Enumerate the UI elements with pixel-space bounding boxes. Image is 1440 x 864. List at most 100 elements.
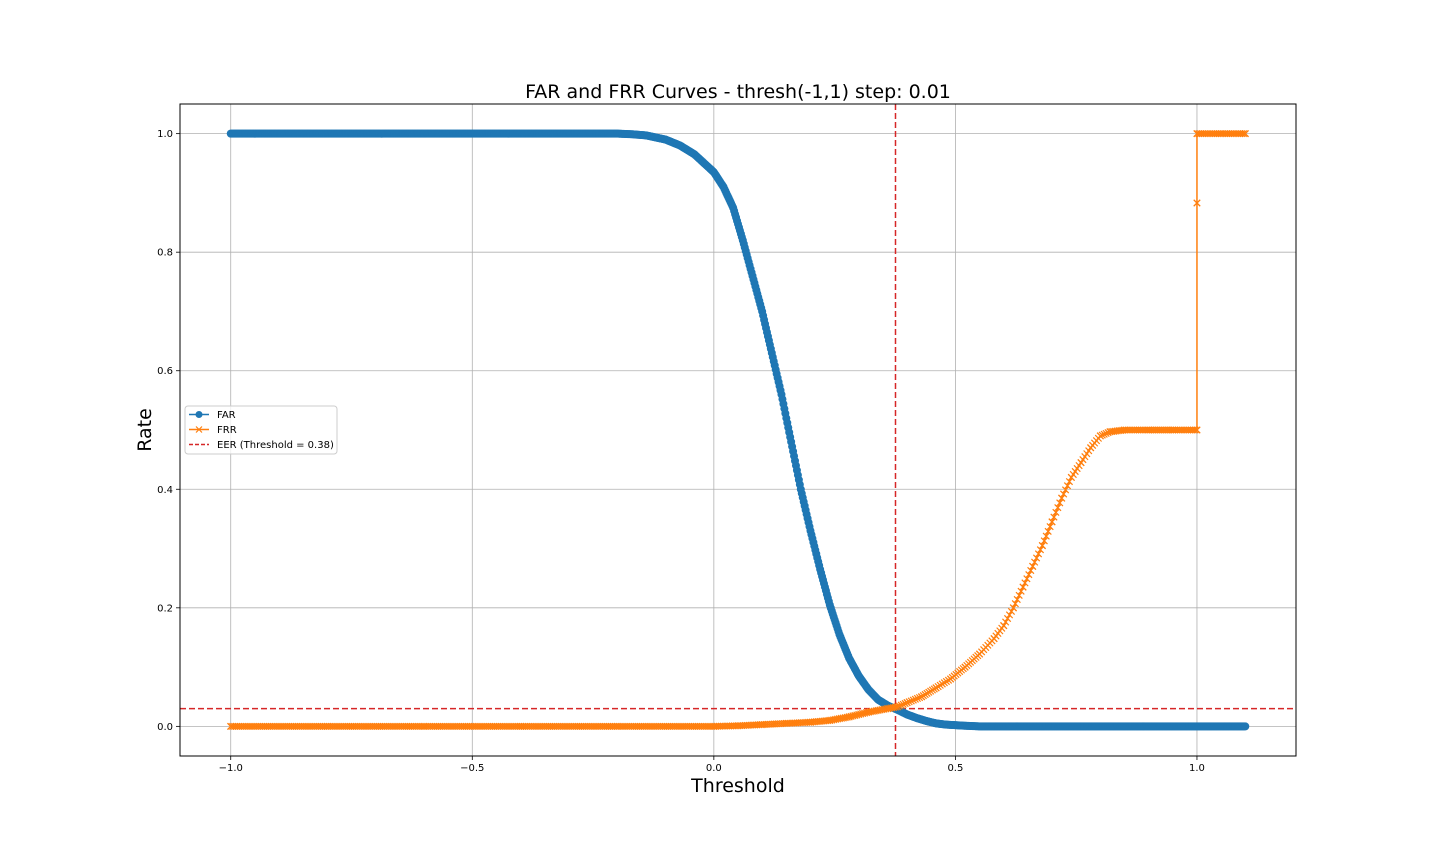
frr-point [227, 722, 235, 730]
frr-point [1100, 430, 1108, 438]
frr-point [1032, 554, 1041, 562]
y-tick-label: 1.0 [157, 129, 173, 140]
legend-eer-label: EER (Threshold = 0.38) [217, 440, 334, 451]
frr-point [946, 675, 955, 683]
frr-point [1036, 546, 1045, 554]
frr-point [710, 722, 718, 730]
frr-point [1050, 513, 1058, 521]
frr-point [1193, 130, 1201, 138]
frr-point [913, 694, 922, 703]
frr-point [864, 708, 873, 716]
legend-entry-frr: FRR [189, 425, 237, 436]
frr-point [1217, 130, 1225, 138]
frr-point [1241, 130, 1249, 138]
eer-reference-lines [180, 104, 1296, 756]
series-markers [226, 129, 1250, 731]
frr-point [1023, 575, 1031, 583]
y-tick-label: 0.2 [157, 603, 173, 614]
frr-point [1027, 566, 1035, 575]
x-tick-label: −1.0 [219, 763, 243, 774]
legend-far-marker [195, 411, 203, 418]
frr-point [1019, 583, 1027, 591]
frr-point [1048, 518, 1056, 526]
frr-point [1005, 611, 1014, 619]
frr-point [1056, 499, 1064, 507]
frr-point [893, 703, 902, 711]
y-tick-label: 0.0 [157, 722, 173, 733]
legend-far-label: FAR [217, 410, 236, 421]
frr-point [1102, 429, 1110, 438]
frr-point [903, 699, 911, 707]
frr-point [1034, 550, 1043, 558]
frr-point [420, 722, 428, 730]
frr-point [909, 696, 917, 704]
frr-point [990, 635, 998, 643]
frr-point [1193, 199, 1201, 207]
frr-point [1098, 431, 1106, 439]
frr-point [1120, 426, 1129, 434]
frr-point [516, 722, 525, 730]
frr-point [1040, 537, 1048, 545]
x-tick-label: −0.5 [460, 763, 484, 774]
frr-point [734, 722, 742, 730]
frr-point [897, 701, 905, 709]
frr-point [1042, 532, 1050, 540]
frr-point [895, 702, 903, 710]
frr-point [1169, 426, 1177, 434]
y-tick-label: 0.6 [157, 366, 173, 377]
frr-point [1063, 482, 1072, 490]
frr-point [845, 713, 853, 721]
x-tick-label: 1.0 [1189, 763, 1205, 774]
y-tick-label: 0.4 [157, 485, 173, 496]
frr-point [1015, 591, 1023, 599]
y-tick-label: 0.8 [157, 248, 173, 259]
x-tick-label: 0.0 [706, 763, 722, 774]
legend-entry-far: FAR [189, 410, 236, 421]
frr-point [613, 722, 621, 730]
frr-point [1067, 473, 1075, 482]
frr-point [1021, 579, 1029, 587]
frr-point [1007, 607, 1016, 615]
frr-point [899, 700, 907, 708]
frr-point [1029, 562, 1037, 570]
frr-point [806, 718, 815, 726]
frr-point [1013, 595, 1021, 604]
frr-point [932, 684, 940, 692]
frr-point [907, 697, 915, 705]
x-axis-label: Threshold [690, 775, 785, 797]
frr-point [1009, 604, 1018, 612]
plot-area-frame [179, 103, 1297, 757]
frr-point [1044, 527, 1052, 535]
far-point [1241, 722, 1250, 731]
legend-entry-eer: EER (Threshold = 0.38) [189, 440, 334, 451]
frr-point [1031, 558, 1039, 566]
grid-lines [180, 104, 1296, 756]
frr-point [1058, 494, 1066, 502]
frr-point [1193, 426, 1201, 434]
frr-point [1061, 486, 1070, 494]
x-axis-ticks: −1.0 −0.5 0.0 0.5 1.0 [219, 756, 1205, 774]
frr-point [1077, 458, 1085, 467]
legend: FAR FRR EER (Threshold = 0.38) [184, 405, 338, 455]
frr-point [1038, 541, 1046, 550]
frr-point [1025, 571, 1033, 579]
frr-point [758, 720, 766, 729]
frr-point [915, 693, 924, 702]
y-axis-ticks: 0.0 0.2 0.4 0.6 0.8 1.0 [157, 129, 180, 733]
x-tick-label: 0.5 [947, 763, 963, 774]
frr-point [1096, 432, 1104, 440]
frr-point [961, 663, 969, 671]
frr-point [1000, 621, 1008, 630]
frr-point [323, 722, 331, 730]
frr-point [1003, 614, 1012, 623]
frr-point [1002, 618, 1010, 626]
legend-frr-label: FRR [217, 425, 237, 436]
frr-point [1106, 428, 1114, 436]
frr-point [917, 693, 926, 701]
chart-title: FAR and FRR Curves - thresh(-1,1) step: … [525, 81, 951, 103]
frr-point [1087, 444, 1095, 452]
legend-frr-marker [195, 426, 203, 433]
y-axis-label: Rate [134, 408, 156, 452]
frr-point [1065, 477, 1074, 486]
